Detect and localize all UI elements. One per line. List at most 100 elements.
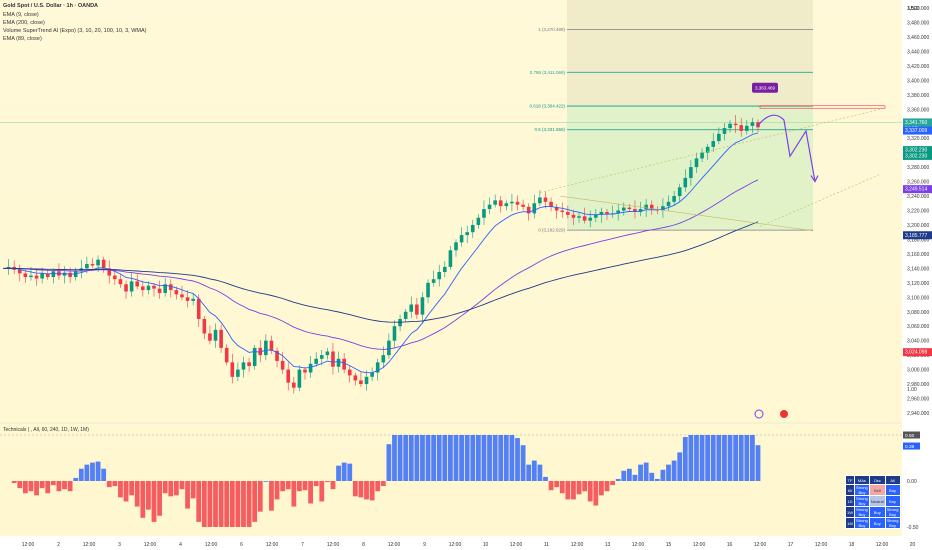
candle[interactable]	[454, 242, 458, 251]
candle[interactable]	[532, 203, 537, 214]
candle[interactable]	[297, 369, 302, 388]
candle[interactable]	[308, 363, 313, 373]
candle[interactable]	[599, 211, 604, 215]
candle[interactable]	[526, 206, 531, 214]
candle[interactable]	[129, 281, 134, 292]
candle[interactable]	[403, 311, 408, 319]
candle[interactable]	[247, 362, 251, 366]
candle[interactable]	[241, 362, 246, 370]
candle[interactable]	[62, 272, 67, 276]
candle[interactable]	[470, 224, 475, 233]
candle[interactable]	[6, 266, 11, 269]
resistance-box[interactable]	[759, 105, 886, 109]
candle[interactable]	[426, 282, 430, 298]
candle[interactable]	[476, 217, 481, 225]
candle[interactable]	[51, 271, 56, 278]
candle[interactable]	[264, 340, 268, 356]
candle[interactable]	[504, 203, 509, 207]
candle[interactable]	[163, 284, 167, 293]
candle[interactable]	[325, 351, 330, 356]
candle[interactable]	[577, 216, 581, 218]
candle[interactable]	[347, 369, 352, 376]
candle[interactable]	[554, 206, 559, 211]
candle[interactable]	[689, 167, 693, 178]
candle[interactable]	[420, 297, 425, 315]
candle[interactable]	[666, 201, 671, 207]
candle[interactable]	[571, 214, 576, 218]
candle[interactable]	[141, 286, 145, 291]
candle[interactable]	[152, 285, 156, 289]
candle[interactable]	[705, 146, 710, 153]
candle[interactable]	[515, 201, 520, 205]
candle[interactable]	[191, 298, 195, 301]
candle[interactable]	[258, 347, 263, 356]
candle[interactable]	[683, 177, 688, 188]
candle[interactable]	[303, 369, 307, 373]
candle[interactable]	[280, 360, 285, 370]
candle[interactable]	[375, 362, 380, 373]
candle[interactable]	[409, 304, 414, 312]
candle[interactable]	[213, 329, 218, 341]
candle[interactable]	[68, 272, 72, 278]
candle[interactable]	[459, 235, 464, 243]
candle[interactable]	[45, 273, 50, 278]
candle[interactable]	[560, 210, 565, 212]
candle[interactable]	[57, 271, 61, 276]
candle[interactable]	[185, 297, 190, 301]
candle[interactable]	[381, 355, 386, 363]
candle[interactable]	[677, 187, 682, 197]
candle[interactable]	[40, 273, 44, 279]
candle[interactable]	[292, 382, 296, 388]
candle[interactable]	[118, 279, 123, 285]
candle[interactable]	[146, 285, 151, 291]
candle[interactable]	[157, 288, 162, 293]
projection-path[interactable]	[756, 114, 816, 182]
candle[interactable]	[700, 152, 704, 159]
candle[interactable]	[319, 355, 324, 359]
candle[interactable]	[694, 158, 699, 168]
candle[interactable]	[649, 204, 654, 210]
candle[interactable]	[661, 206, 665, 211]
candle[interactable]	[286, 369, 291, 383]
candle[interactable]	[180, 294, 184, 298]
candle[interactable]	[566, 211, 570, 215]
candle[interactable]	[342, 358, 346, 370]
candle[interactable]	[107, 268, 112, 276]
flag-icon[interactable]	[780, 410, 788, 418]
candle[interactable]	[96, 259, 100, 266]
candle[interactable]	[314, 358, 318, 364]
candle[interactable]	[549, 201, 553, 207]
candle[interactable]	[219, 329, 223, 348]
candle[interactable]	[113, 275, 117, 280]
candle[interactable]	[633, 209, 637, 212]
candle[interactable]	[196, 298, 201, 319]
indicator-ema200[interactable]: EMA (200, close)	[3, 20, 45, 26]
channel-line[interactable]	[759, 174, 881, 227]
candle[interactable]	[353, 375, 358, 381]
indicator-ema89[interactable]: EMA (89, close)	[3, 36, 42, 42]
candle[interactable]	[588, 217, 593, 221]
candle[interactable]	[202, 318, 207, 334]
candle[interactable]	[124, 284, 128, 292]
candle[interactable]	[538, 197, 542, 204]
candle[interactable]	[415, 304, 419, 315]
candle[interactable]	[90, 264, 95, 266]
candle[interactable]	[745, 125, 749, 131]
price-axis[interactable]	[902, 0, 932, 550]
candle[interactable]	[510, 201, 514, 204]
event-icon[interactable]	[754, 409, 764, 419]
candle[interactable]	[739, 125, 744, 131]
candle[interactable]	[717, 133, 721, 142]
candle[interactable]	[638, 209, 643, 212]
candle[interactable]	[448, 250, 453, 267]
candle[interactable]	[644, 204, 648, 210]
candle[interactable]	[269, 340, 274, 351]
indicator-ema9[interactable]: EMA (9, close)	[3, 12, 39, 18]
candle[interactable]	[711, 141, 716, 147]
candle[interactable]	[168, 284, 173, 291]
candle[interactable]	[627, 207, 632, 210]
candle[interactable]	[672, 196, 676, 202]
candle[interactable]	[521, 204, 525, 207]
candle[interactable]	[135, 281, 140, 287]
